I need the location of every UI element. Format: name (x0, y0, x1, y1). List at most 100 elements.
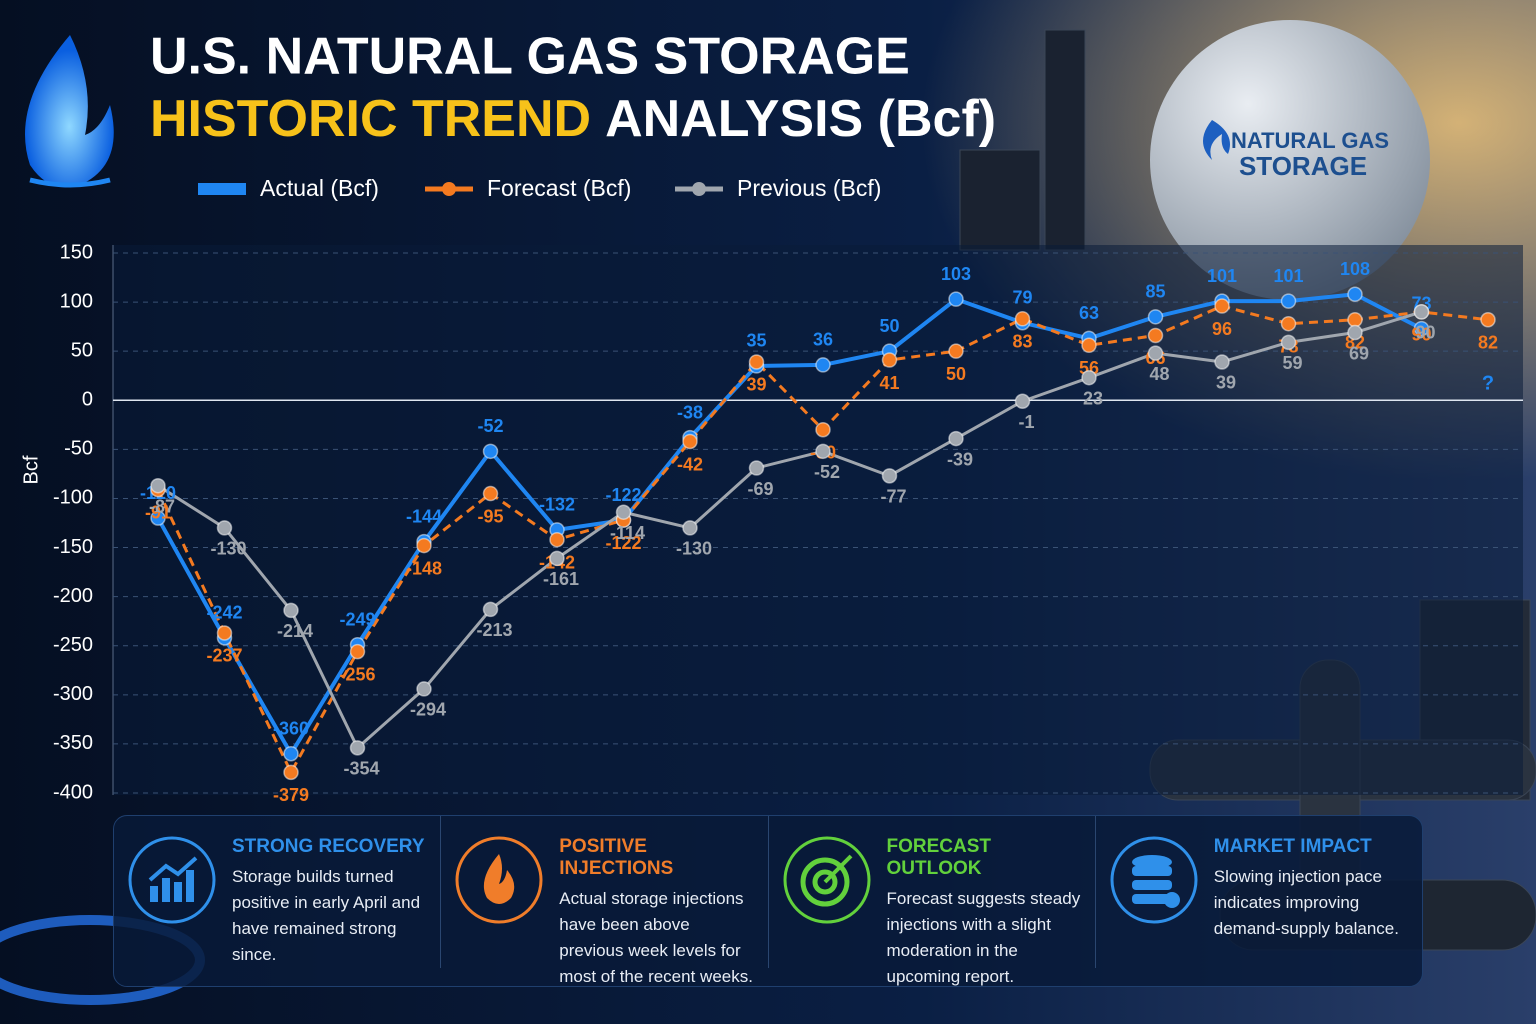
series-line (157, 310, 1422, 750)
data-point (1214, 354, 1230, 370)
data-label: 103 (941, 264, 971, 284)
y-tick-label: 0 (82, 389, 93, 411)
data-label: -360 (273, 718, 309, 738)
data-label: -42 (677, 454, 703, 474)
data-label: -214 (277, 621, 313, 641)
data-point (349, 643, 366, 660)
data-label: -87 (149, 496, 175, 516)
data-label: 41 (879, 373, 899, 393)
title-rest: ANALYSIS (Bcf) (605, 90, 996, 148)
data-label: -161 (543, 569, 579, 589)
data-point (815, 443, 831, 460)
info-card: FORECAST OUTLOOK Forecast suggests steady… (769, 816, 1096, 986)
logo-base (29, 177, 111, 188)
data-point (1081, 337, 1097, 354)
data-label: -130 (676, 539, 712, 559)
y-tick-label: -150 (53, 536, 93, 558)
data-point (682, 433, 698, 450)
cards-panel: STRONG RECOVERY Storage builds turned pos… (113, 815, 1423, 987)
legend-label: Forecast (Bcf) (487, 175, 631, 201)
data-point (1014, 311, 1031, 327)
card-text: Slowing injection pace indicates improvi… (1213, 867, 1399, 938)
data-label: 101 (1273, 266, 1303, 286)
data-label: 35 (746, 331, 766, 351)
y-axis-label: Bcf (20, 455, 42, 484)
data-label: -237 (206, 646, 242, 666)
data-point (1347, 286, 1363, 302)
data-label: -144 (406, 506, 442, 526)
data-point (1147, 309, 1164, 325)
data-point (216, 625, 233, 641)
data-point (682, 520, 698, 536)
data-label: -114 (610, 523, 645, 543)
data-label: -122 (605, 485, 641, 505)
data-label: -91 (145, 502, 171, 522)
y-tick-label: -350 (53, 732, 93, 754)
tank-label: NATURAL GAS (1231, 128, 1389, 153)
title-highlight: HISTORIC TREND (150, 90, 591, 148)
data-point (948, 343, 964, 359)
data-label: 50 (879, 316, 899, 336)
data-point (482, 601, 499, 618)
card-icon (783, 836, 870, 924)
data-label: 69 (1349, 343, 1369, 363)
data-label: -213 (476, 620, 512, 640)
storage-tank (1150, 20, 1430, 300)
data-point (948, 430, 964, 447)
data-label: 83 (1012, 332, 1032, 352)
data-label: 82 (1478, 333, 1498, 353)
card-title: POSITIVE INJECTIONS (559, 836, 674, 879)
card-title: MARKET IMPACT (1213, 836, 1372, 857)
data-point (150, 510, 166, 526)
data-label: -95 (477, 506, 503, 526)
card-title: STRONG RECOVERY (232, 836, 425, 857)
data-label: -38 (677, 402, 703, 422)
data-point (748, 354, 765, 370)
data-label: 101 (1207, 266, 1237, 286)
data-point (416, 537, 432, 554)
title-line: HISTORIC TREND ANALYSIS (Bcf) (150, 90, 996, 148)
data-point (1280, 334, 1297, 351)
data-point (1147, 345, 1164, 361)
card-text: Storage builds turned positive in early … (232, 867, 421, 964)
data-label: -354 (343, 759, 379, 779)
data-label: -77 (880, 487, 906, 507)
data-point (283, 764, 299, 781)
data-point (1147, 327, 1164, 344)
data-point (1480, 312, 1496, 328)
data-label: -130 (210, 539, 246, 559)
tank-logo (1203, 120, 1230, 160)
data-point (1014, 393, 1031, 410)
y-tick-label: -50 (64, 438, 93, 460)
data-point (482, 443, 499, 460)
data-point (1081, 369, 1097, 386)
data-point (881, 468, 898, 484)
data-label: -242 (206, 603, 242, 623)
legend-label: Actual (Bcf) (260, 175, 379, 201)
card-text: Forecast suggests steady injections with… (886, 889, 1081, 986)
data-point (615, 504, 632, 520)
data-label: 59 (1282, 353, 1302, 373)
legend-marker (442, 182, 456, 196)
data-label: -1 (1018, 412, 1034, 432)
y-tick-label: -300 (53, 683, 93, 705)
data-point (216, 520, 233, 536)
y-tick-label: -200 (53, 585, 93, 607)
y-tick-label: 150 (60, 241, 93, 263)
data-label: 108 (1340, 259, 1370, 279)
data-point (1347, 324, 1363, 341)
data-label: -249 (339, 609, 375, 629)
data-point (1413, 320, 1430, 337)
data-point (1214, 298, 1230, 314)
data-point (482, 485, 499, 502)
card-text: Actual storage injections have been abov… (559, 889, 753, 986)
series-line (156, 292, 1423, 756)
data-label: 36 (813, 330, 833, 350)
info-card: POSITIVE INJECTIONS Actual storage inject… (441, 816, 769, 986)
data-point (881, 352, 898, 368)
data-point (815, 421, 831, 438)
data-label: 39 (746, 375, 766, 395)
data-label: -379 (273, 785, 309, 805)
info-card: STRONG RECOVERY Storage builds turned pos… (114, 816, 442, 968)
